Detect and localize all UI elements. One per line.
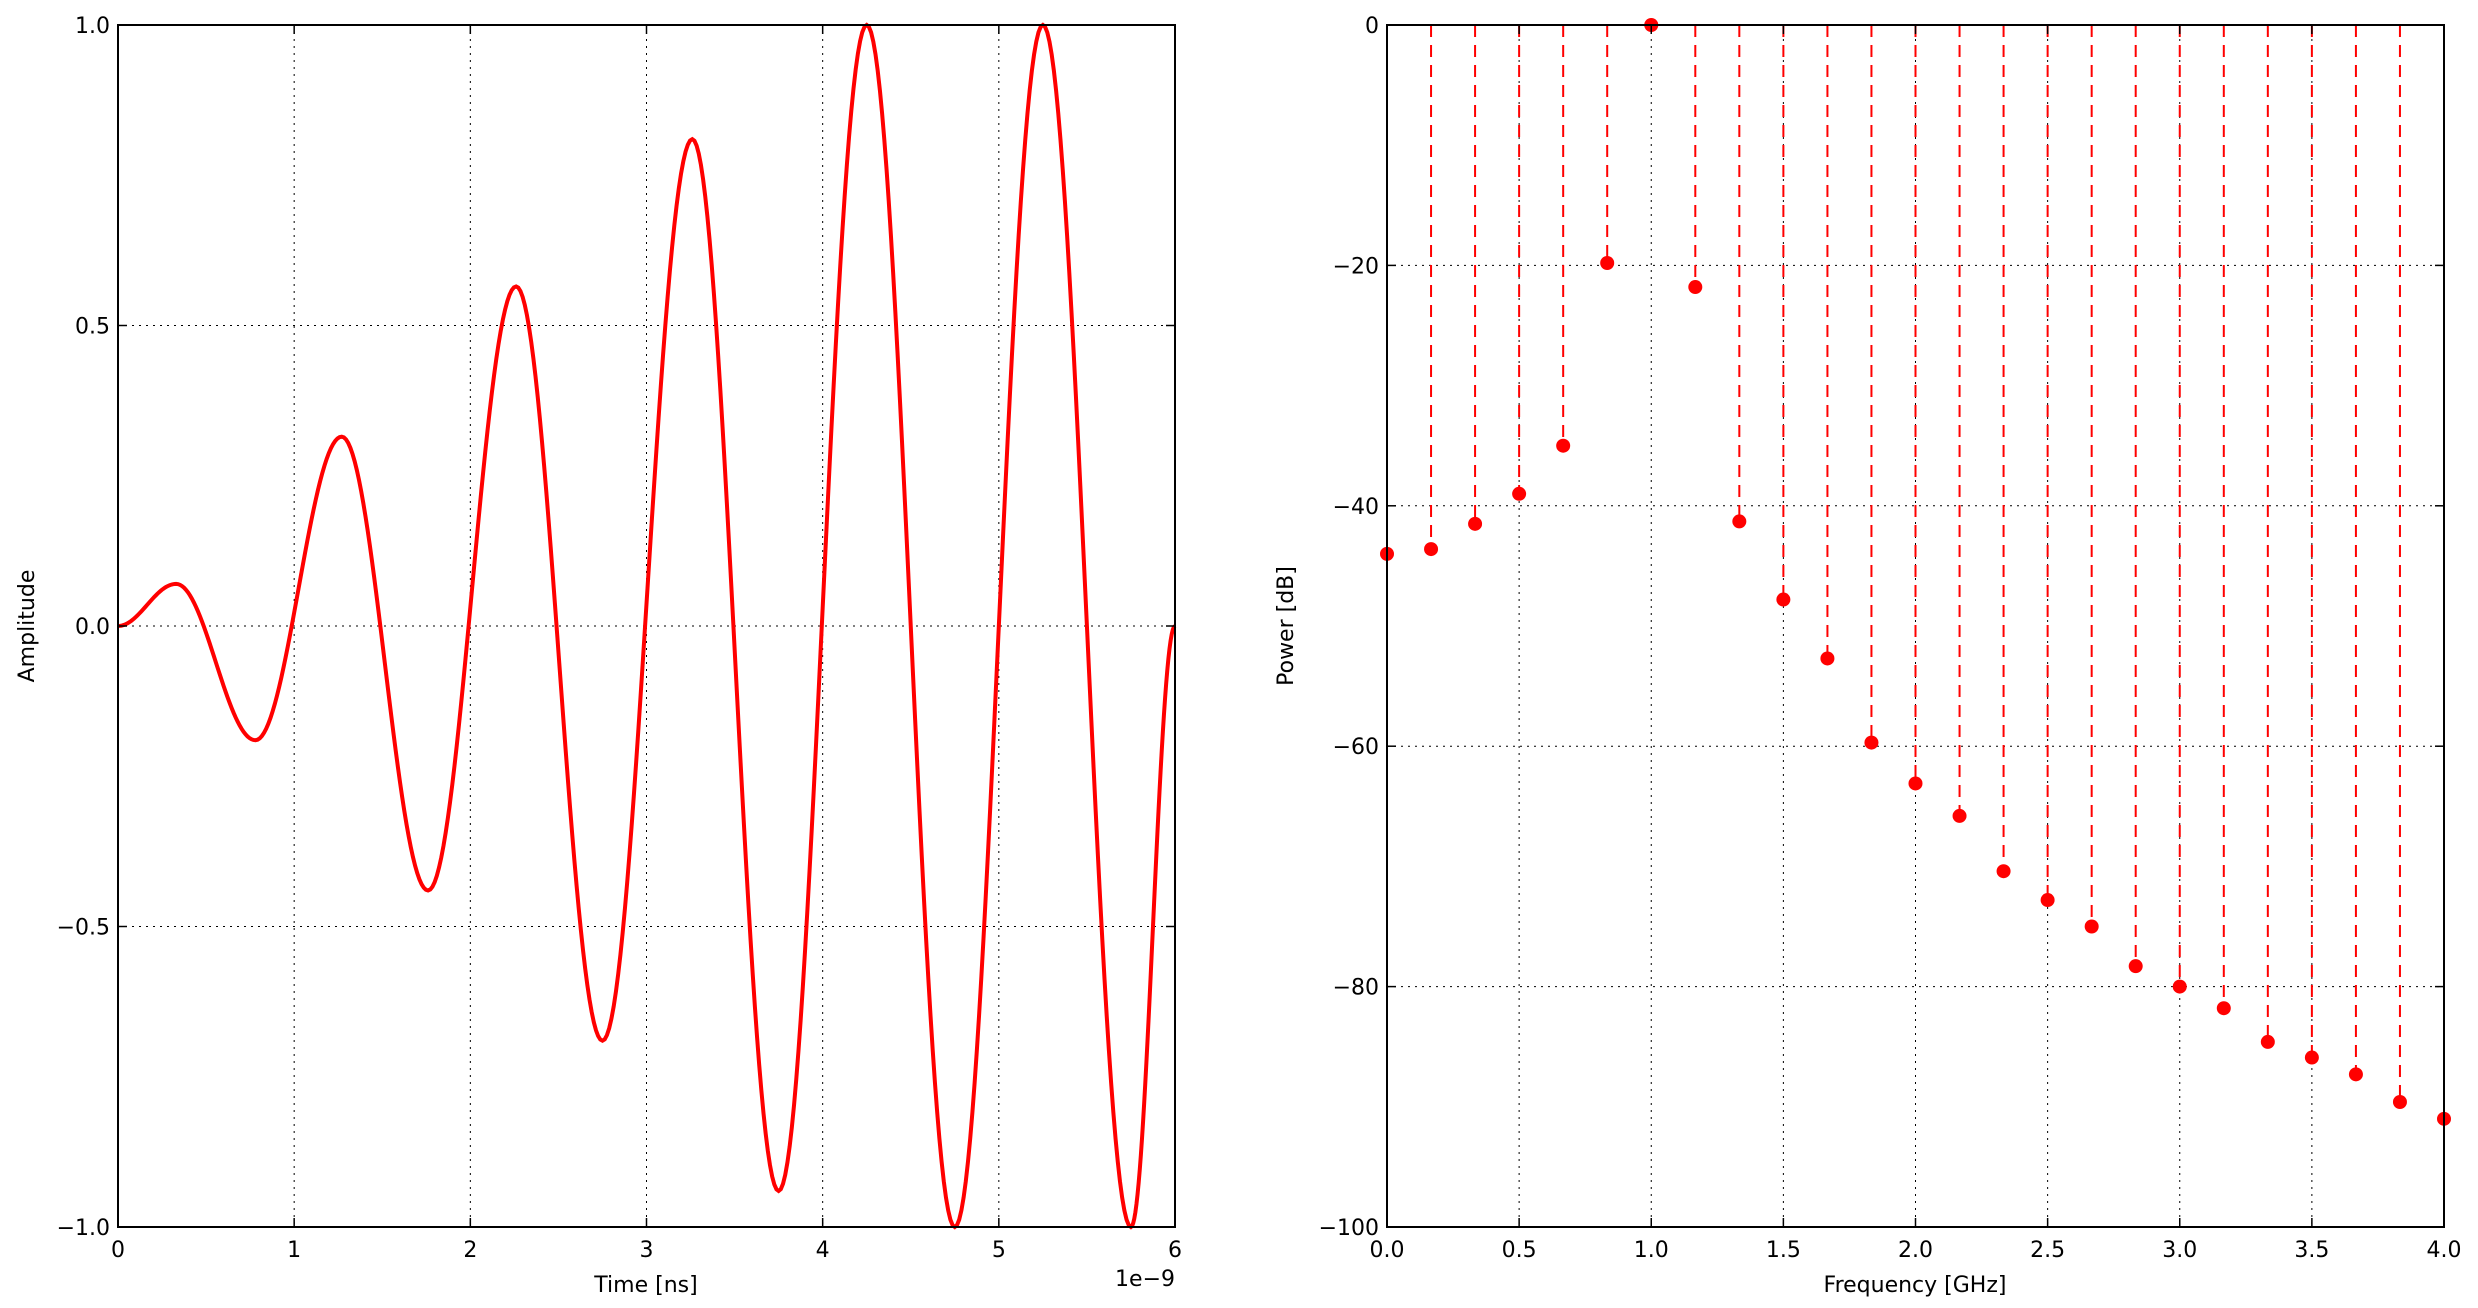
x-tick-label: 4.0 — [2427, 1238, 2462, 1263]
power-point — [1688, 280, 1703, 295]
power-point — [2260, 1034, 2275, 1049]
y-tick-label: −40 — [1333, 495, 1379, 520]
x-tick-label: 0.0 — [1370, 1238, 1405, 1263]
tick-marks — [1386, 24, 2445, 1228]
x-tick-label: 3.0 — [2162, 1238, 2197, 1263]
x-tick-label: 2 — [463, 1238, 477, 1263]
power-point — [1732, 514, 1747, 529]
power-point — [2172, 979, 2187, 994]
x-tick-label: 4 — [816, 1238, 830, 1263]
y-tick-label: −1.0 — [57, 1216, 110, 1241]
power-point — [2392, 1094, 2407, 1109]
y-tick-label: −20 — [1333, 254, 1379, 279]
x-tick-label: 0.5 — [1502, 1238, 1537, 1263]
x-tick-label: 2.5 — [2030, 1238, 2065, 1263]
tick-labels: 0.0 0.5 1.0 1.5 2.0 2.5 3.0 3.5 4.0 −100 −80 −60 −40… — [1319, 14, 2462, 1263]
y-tick-label: −60 — [1333, 735, 1379, 760]
y-tick-label: 0.5 — [75, 315, 110, 340]
amplitude-line — [117, 22, 1177, 1230]
power-point — [2040, 893, 2055, 908]
x-tick-label: 1.5 — [1766, 1238, 1801, 1263]
power-point — [2084, 919, 2099, 934]
power-point — [2348, 1067, 2363, 1082]
power-point — [2304, 1050, 2319, 1065]
x-tick-label: 1 — [287, 1238, 301, 1263]
power-point — [1512, 486, 1527, 501]
y-tick-label: −0.5 — [57, 916, 110, 941]
power-point — [2128, 959, 2143, 974]
power-point — [1600, 255, 1615, 270]
power-point — [1776, 592, 1791, 607]
x-axis-label: Time [ns] — [593, 1273, 697, 1298]
x-axis-label: Frequency [GHz] — [1824, 1273, 2007, 1298]
power-point — [1424, 542, 1439, 557]
time-domain-chart: 0 1 2 3 4 5 6 −1.0 −0.5 0.0 0.5 1.0 Time [ns] Ampli… — [15, 14, 1182, 1298]
power-point — [1908, 776, 1923, 791]
y-tick-label: 0.0 — [75, 615, 110, 640]
y-tick-label: −80 — [1333, 976, 1379, 1001]
power-points — [1380, 18, 2451, 1126]
x-tick-label: 1.0 — [1634, 1238, 1669, 1263]
power-point — [1556, 438, 1571, 453]
x-tick-label: 6 — [1168, 1238, 1182, 1263]
power-point — [1820, 651, 1835, 666]
power-point — [1996, 864, 2011, 879]
power-point — [1468, 516, 1483, 531]
y-axis-label: Amplitude — [15, 570, 40, 683]
x-tick-label: 0 — [111, 1238, 125, 1263]
frequency-domain-chart: 0.0 0.5 1.0 1.5 2.0 2.5 3.0 3.5 4.0 −100 −80 −60 −40… — [1274, 14, 2462, 1298]
x-tick-label: 2.0 — [1898, 1238, 1933, 1263]
y-axis-label: Power [dB] — [1274, 566, 1299, 686]
x-offset-label: 1e−9 — [1115, 1267, 1175, 1292]
y-tick-label: −100 — [1319, 1216, 1379, 1241]
x-tick-label: 3 — [640, 1238, 654, 1263]
power-point — [1864, 735, 1879, 750]
y-tick-label: 0 — [1365, 14, 1379, 39]
x-tick-label: 5 — [992, 1238, 1006, 1263]
power-point — [1952, 808, 1967, 823]
power-point — [2216, 1001, 2231, 1016]
y-tick-label: 1.0 — [75, 14, 110, 39]
tick-marks — [117, 24, 1176, 1228]
x-tick-label: 3.5 — [2294, 1238, 2329, 1263]
tick-labels: 0 1 2 3 4 5 6 −1.0 −0.5 0.0 0.5 1.0 — [57, 14, 1182, 1263]
